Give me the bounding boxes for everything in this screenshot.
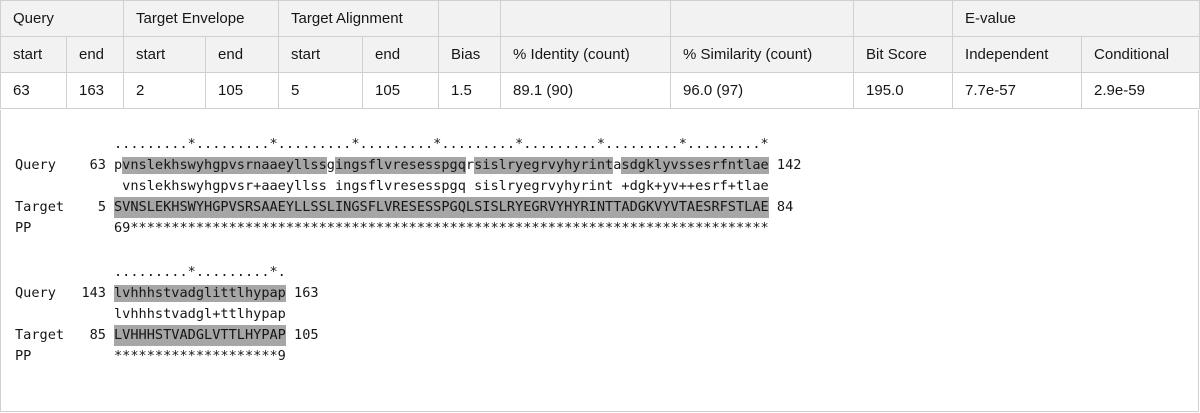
query-sequence: lvhhhstvadglittlhypap xyxy=(114,285,286,301)
group-header: Target Alignment xyxy=(278,0,440,37)
query-sequence: pvnslekhswyhgpvsrnaaeyllssgingsflvresess… xyxy=(114,157,769,173)
empty-header xyxy=(853,0,954,37)
row-label: Query xyxy=(15,157,56,173)
domain-table: Query Target Envelope Target Alignment E… xyxy=(0,0,1200,109)
empty-header xyxy=(500,0,672,37)
match-highlight xyxy=(474,157,614,174)
row-label: Target xyxy=(15,199,65,215)
cell: 7.7e-57 xyxy=(952,72,1083,109)
group-header: Target Envelope xyxy=(123,0,280,37)
position: 84 xyxy=(776,199,794,215)
cell: 105 xyxy=(362,72,440,109)
cell: 163 xyxy=(65,72,125,109)
position: 143 xyxy=(81,285,106,301)
cell: 63 xyxy=(0,72,67,109)
column-header: % Similarity (count) xyxy=(670,36,855,73)
column-header: start xyxy=(123,36,207,73)
row-label: PP xyxy=(15,348,32,364)
cell: 1.5 xyxy=(438,72,502,109)
group-header-row: Query Target Envelope Target Alignment E… xyxy=(0,0,1200,37)
column-header-row: start end start end start end Bias% Identity (… xyxy=(0,36,1200,73)
row: 63 163 2 105 5 105 1.5 89.1 (90) 96.0 (97) 195.0 7… xyxy=(0,72,1200,109)
match-highlight xyxy=(122,157,327,174)
cell: 96.0 (97) xyxy=(670,72,855,109)
column-header: start xyxy=(278,36,364,73)
target-sequence: LVHHHSTVADGLVTTLHYPAP xyxy=(114,325,286,346)
match-highlight xyxy=(114,285,286,302)
position: 105 xyxy=(294,327,319,343)
column-header: start xyxy=(0,36,67,73)
group-header: E-value xyxy=(952,0,1200,37)
empty-header xyxy=(670,0,855,37)
position: 142 xyxy=(776,157,802,173)
column-header: end xyxy=(65,36,125,73)
cell: 2 xyxy=(123,72,207,109)
column-header: Bit Score xyxy=(853,36,954,73)
column-header: Bias xyxy=(438,36,502,73)
posterior-probability: 69**************************************… xyxy=(114,220,769,236)
ruler: .........*.........*. xyxy=(114,264,286,280)
empty-header xyxy=(438,0,502,37)
alignment-panel: .........*.........*.........*.........*… xyxy=(0,110,1199,412)
group-header: Query xyxy=(0,0,125,37)
row-label: PP xyxy=(15,220,32,236)
target-sequence: SVNSLEKHSWYHGPVSRSAAEYLLSSLINGSFLVRESESS… xyxy=(114,197,769,218)
cell: 89.1 (90) xyxy=(500,72,672,109)
cell: 2.9e-59 xyxy=(1081,72,1200,109)
posterior-probability: ********************9 xyxy=(114,348,286,364)
ruler: .........*.........*.........*.........*… xyxy=(114,136,769,152)
position: 63 xyxy=(89,157,106,173)
column-header: end xyxy=(362,36,440,73)
position: 85 xyxy=(89,327,106,343)
match-line: lvhhhstvadgl+ttlhypap xyxy=(114,306,286,322)
position: 5 xyxy=(97,199,106,215)
match-line: vnslekhswyhgpvsr+aaeyllss ingsflvresessp… xyxy=(114,178,769,194)
column-header: end xyxy=(205,36,280,73)
row-label: Query xyxy=(15,285,56,301)
cell: 195.0 xyxy=(853,72,954,109)
position: 163 xyxy=(294,285,319,301)
cell: 5 xyxy=(278,72,364,109)
match-highlight xyxy=(334,157,466,174)
row-label: Target xyxy=(15,327,65,343)
table-body: 63 163 2 105 5 105 1.5 89.1 (90) 96.0 (97) 195.0 7… xyxy=(0,72,1200,109)
cell: 105 xyxy=(205,72,280,109)
column-header: Independent xyxy=(952,36,1083,73)
column-header: % Identity (count) xyxy=(500,36,672,73)
column-header: Conditional xyxy=(1081,36,1200,73)
match-highlight xyxy=(621,157,769,174)
